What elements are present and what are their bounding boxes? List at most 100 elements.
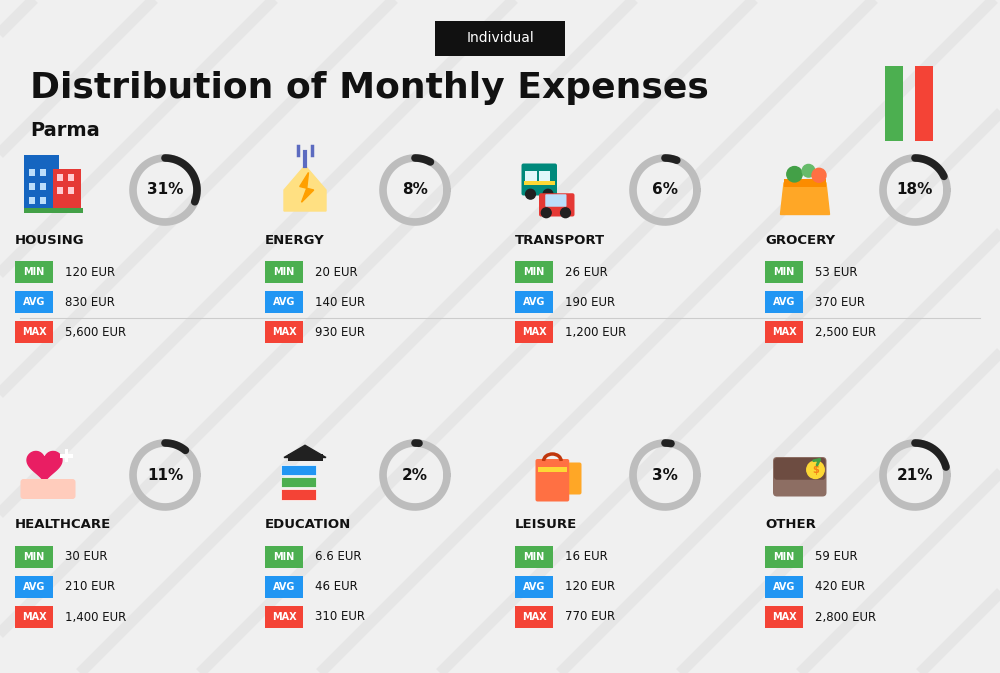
Text: AVG: AVG bbox=[523, 582, 545, 592]
FancyBboxPatch shape bbox=[522, 164, 557, 195]
Text: 46 EUR: 46 EUR bbox=[315, 581, 358, 594]
Text: LEISURE: LEISURE bbox=[515, 518, 577, 532]
FancyBboxPatch shape bbox=[765, 261, 803, 283]
Circle shape bbox=[561, 208, 570, 217]
Text: MAX: MAX bbox=[272, 327, 296, 337]
Text: MAX: MAX bbox=[522, 612, 546, 622]
Text: 20 EUR: 20 EUR bbox=[315, 266, 358, 279]
Text: MAX: MAX bbox=[772, 612, 796, 622]
FancyBboxPatch shape bbox=[265, 261, 303, 283]
FancyBboxPatch shape bbox=[15, 321, 53, 343]
Text: 53 EUR: 53 EUR bbox=[815, 266, 858, 279]
FancyBboxPatch shape bbox=[515, 261, 553, 283]
Polygon shape bbox=[284, 166, 326, 211]
FancyBboxPatch shape bbox=[515, 606, 553, 628]
Text: MIN: MIN bbox=[273, 267, 295, 277]
Text: 210 EUR: 210 EUR bbox=[65, 581, 115, 594]
Text: 120 EUR: 120 EUR bbox=[65, 266, 115, 279]
FancyBboxPatch shape bbox=[765, 291, 803, 313]
Text: 1,200 EUR: 1,200 EUR bbox=[565, 326, 626, 339]
FancyBboxPatch shape bbox=[515, 321, 553, 343]
FancyBboxPatch shape bbox=[15, 261, 53, 283]
FancyBboxPatch shape bbox=[773, 457, 826, 497]
Circle shape bbox=[802, 164, 815, 177]
FancyBboxPatch shape bbox=[68, 174, 74, 181]
Text: ENERGY: ENERGY bbox=[265, 234, 325, 246]
Text: MAX: MAX bbox=[272, 612, 296, 622]
FancyBboxPatch shape bbox=[29, 183, 35, 190]
FancyBboxPatch shape bbox=[265, 576, 303, 598]
FancyBboxPatch shape bbox=[765, 321, 803, 343]
Text: MIN: MIN bbox=[523, 267, 545, 277]
FancyBboxPatch shape bbox=[265, 546, 303, 568]
Text: 30 EUR: 30 EUR bbox=[65, 551, 108, 563]
Polygon shape bbox=[284, 446, 326, 458]
FancyBboxPatch shape bbox=[15, 576, 53, 598]
FancyBboxPatch shape bbox=[40, 169, 46, 176]
FancyBboxPatch shape bbox=[65, 450, 68, 462]
FancyBboxPatch shape bbox=[280, 464, 316, 475]
Text: 930 EUR: 930 EUR bbox=[315, 326, 365, 339]
Circle shape bbox=[812, 168, 826, 182]
FancyBboxPatch shape bbox=[784, 180, 826, 186]
FancyBboxPatch shape bbox=[53, 169, 81, 207]
FancyBboxPatch shape bbox=[545, 194, 566, 207]
FancyBboxPatch shape bbox=[15, 606, 53, 628]
Text: 5,600 EUR: 5,600 EUR bbox=[65, 326, 126, 339]
FancyBboxPatch shape bbox=[539, 171, 550, 181]
Text: 2,800 EUR: 2,800 EUR bbox=[815, 610, 876, 623]
Text: MIN: MIN bbox=[523, 552, 545, 562]
Text: GROCERY: GROCERY bbox=[765, 234, 835, 246]
FancyBboxPatch shape bbox=[524, 180, 555, 185]
FancyBboxPatch shape bbox=[15, 546, 53, 568]
Text: Individual: Individual bbox=[466, 31, 534, 45]
Text: 140 EUR: 140 EUR bbox=[315, 295, 365, 308]
Text: EDUCATION: EDUCATION bbox=[265, 518, 351, 532]
Circle shape bbox=[543, 189, 553, 199]
Text: 310 EUR: 310 EUR bbox=[315, 610, 365, 623]
Text: AVG: AVG bbox=[23, 297, 45, 307]
Text: Distribution of Monthly Expenses: Distribution of Monthly Expenses bbox=[30, 71, 709, 105]
Text: 2%: 2% bbox=[402, 468, 428, 483]
FancyBboxPatch shape bbox=[525, 171, 537, 181]
Text: 8%: 8% bbox=[402, 182, 428, 197]
Circle shape bbox=[787, 166, 802, 182]
FancyBboxPatch shape bbox=[29, 169, 35, 176]
FancyBboxPatch shape bbox=[915, 65, 933, 141]
Text: 3%: 3% bbox=[652, 468, 678, 483]
Text: 770 EUR: 770 EUR bbox=[565, 610, 615, 623]
Text: AVG: AVG bbox=[23, 582, 45, 592]
Text: 190 EUR: 190 EUR bbox=[565, 295, 615, 308]
Polygon shape bbox=[300, 172, 314, 203]
Text: 6.6 EUR: 6.6 EUR bbox=[315, 551, 362, 563]
Polygon shape bbox=[27, 452, 62, 483]
FancyBboxPatch shape bbox=[24, 155, 58, 207]
Text: 120 EUR: 120 EUR bbox=[565, 581, 615, 594]
Text: AVG: AVG bbox=[273, 297, 295, 307]
Text: MAX: MAX bbox=[22, 327, 46, 337]
FancyBboxPatch shape bbox=[288, 454, 323, 461]
Circle shape bbox=[541, 208, 551, 217]
Text: 6%: 6% bbox=[652, 182, 678, 197]
Text: AVG: AVG bbox=[273, 582, 295, 592]
Circle shape bbox=[526, 189, 535, 199]
Text: MIN: MIN bbox=[23, 552, 45, 562]
FancyBboxPatch shape bbox=[57, 186, 63, 194]
FancyBboxPatch shape bbox=[515, 546, 553, 568]
Text: 16 EUR: 16 EUR bbox=[565, 551, 608, 563]
Text: MIN: MIN bbox=[773, 552, 795, 562]
Text: MAX: MAX bbox=[772, 327, 796, 337]
FancyBboxPatch shape bbox=[57, 174, 63, 181]
Text: 370 EUR: 370 EUR bbox=[815, 295, 865, 308]
FancyBboxPatch shape bbox=[435, 21, 565, 56]
Text: 11%: 11% bbox=[147, 468, 183, 483]
FancyBboxPatch shape bbox=[60, 454, 72, 458]
FancyBboxPatch shape bbox=[765, 546, 803, 568]
FancyBboxPatch shape bbox=[40, 183, 46, 190]
FancyBboxPatch shape bbox=[265, 606, 303, 628]
Text: 31%: 31% bbox=[147, 182, 183, 197]
Text: MIN: MIN bbox=[273, 552, 295, 562]
Text: 830 EUR: 830 EUR bbox=[65, 295, 115, 308]
FancyBboxPatch shape bbox=[15, 291, 53, 313]
Text: 18%: 18% bbox=[897, 182, 933, 197]
